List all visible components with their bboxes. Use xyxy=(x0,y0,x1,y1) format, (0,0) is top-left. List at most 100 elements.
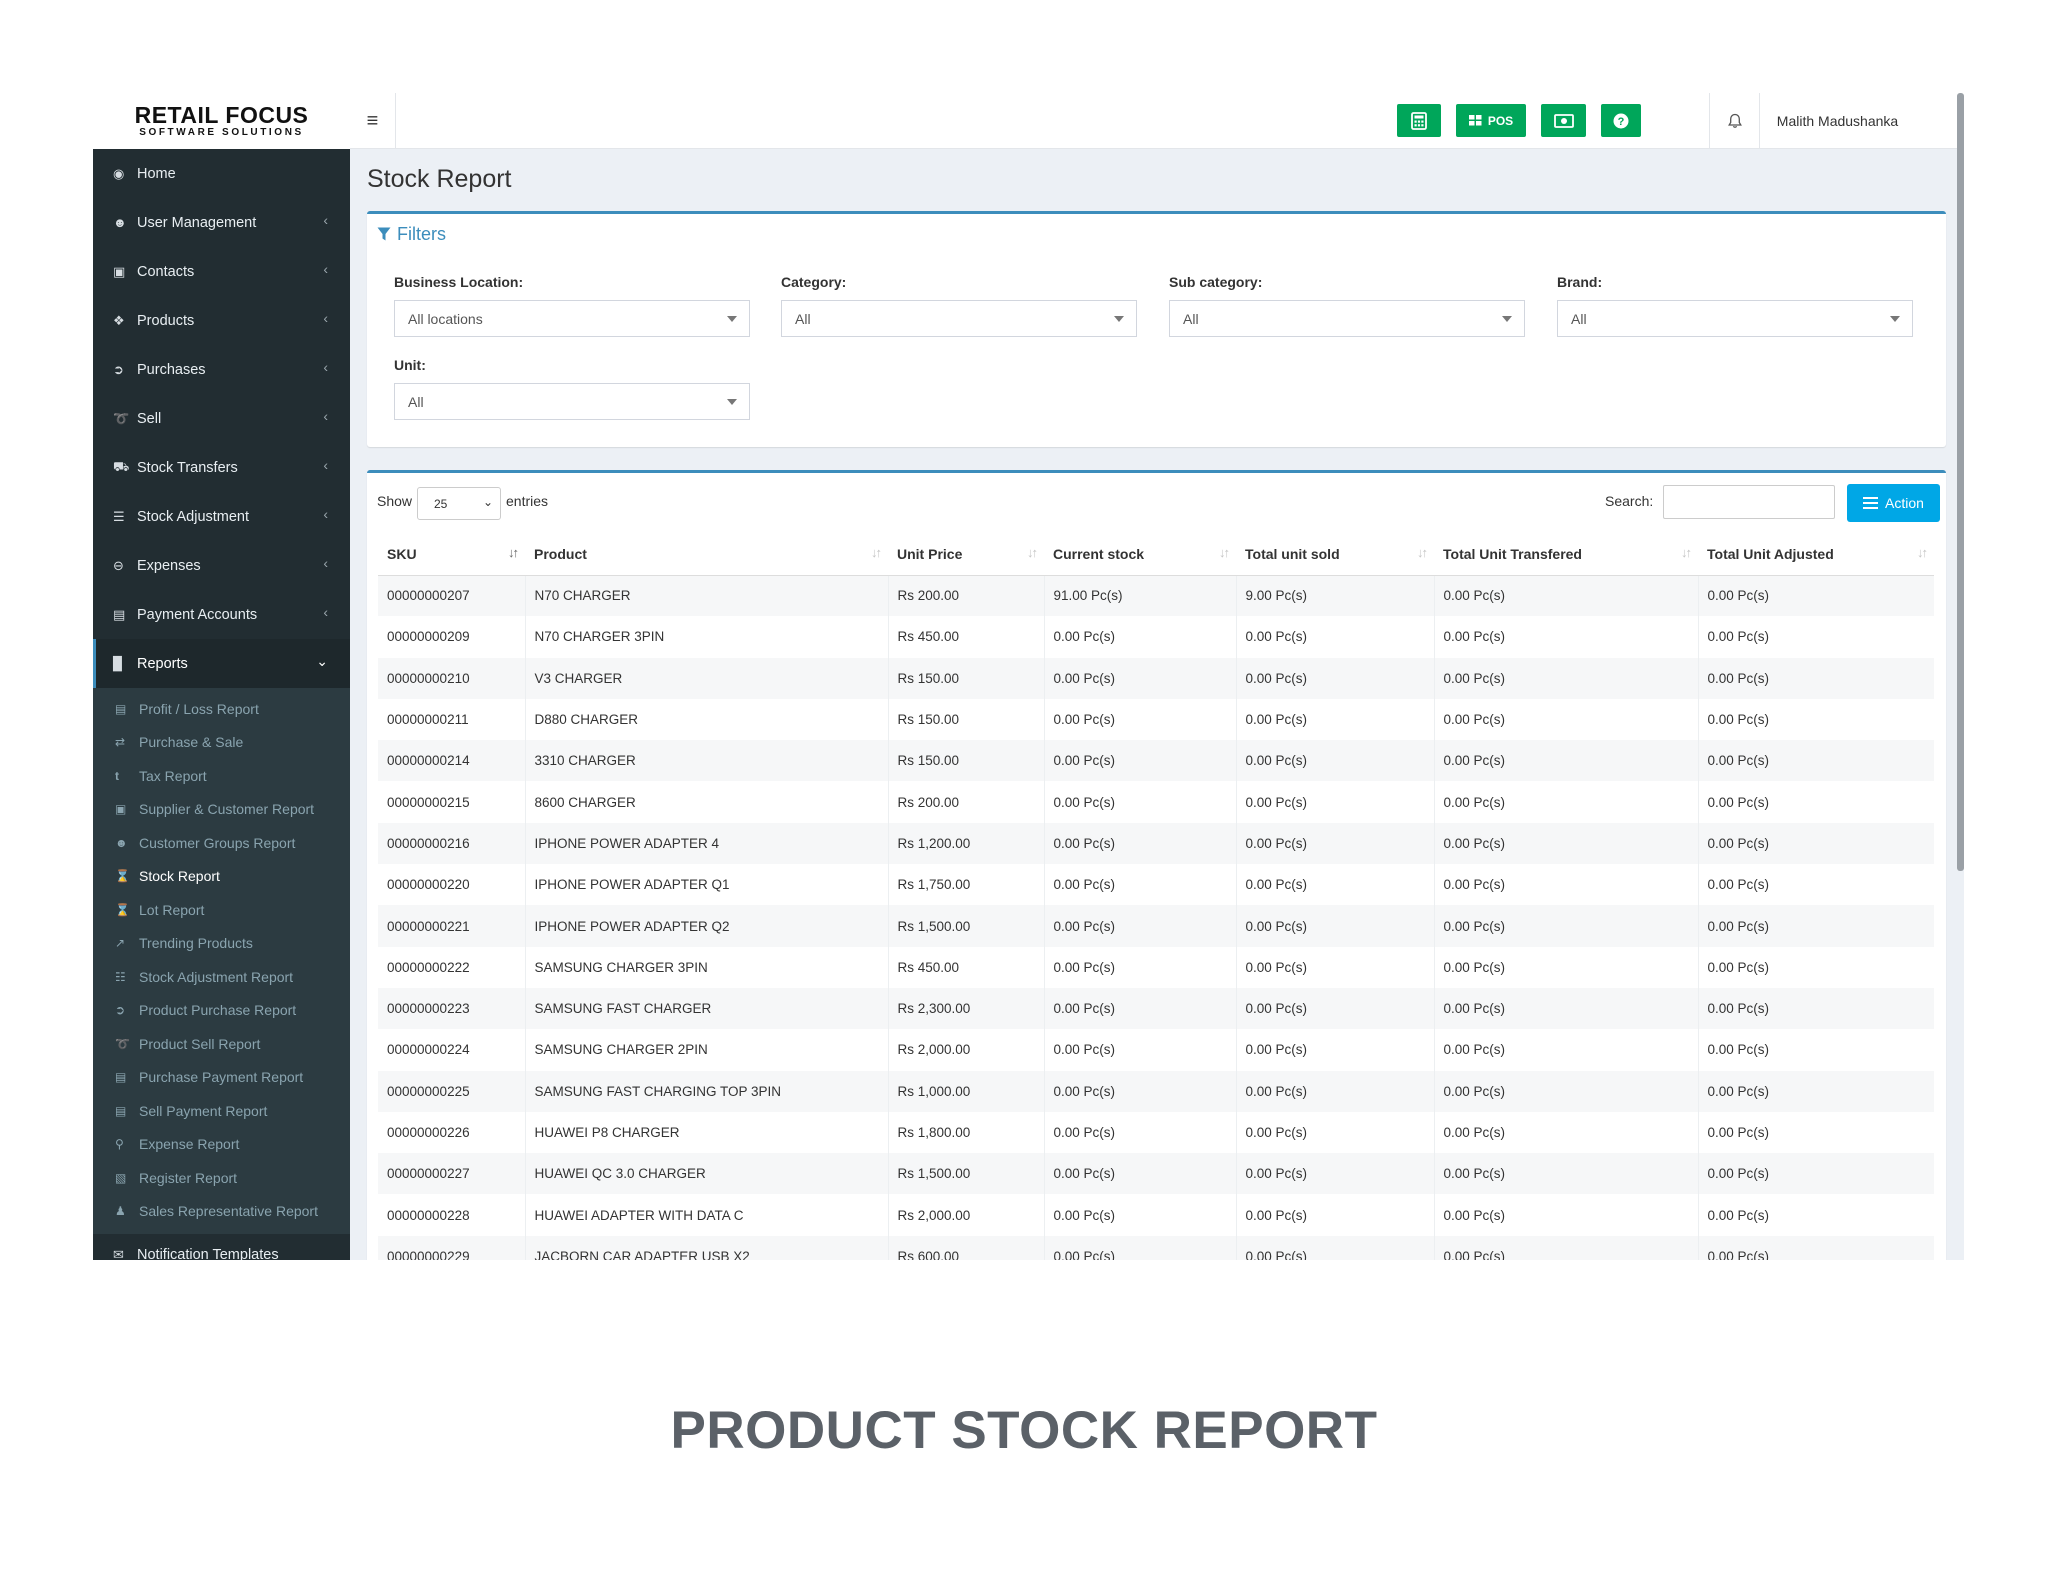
sidebar-subitem-stock-report[interactable]: ⌛ Stock Report xyxy=(93,860,350,894)
sidebar-item-sell[interactable]: ➰ Sell ‹ xyxy=(93,394,350,443)
search-minus-icon: ⚲ xyxy=(115,1137,124,1152)
sidebar-item-purchases[interactable]: ➲ Purchases ‹ xyxy=(93,345,350,394)
sidebar-item-label: Stock Adjustment xyxy=(137,508,250,525)
calculator-button[interactable] xyxy=(1397,104,1441,137)
pos-button[interactable]: POS xyxy=(1456,104,1526,137)
page-scrollbar[interactable] xyxy=(1957,93,1964,871)
cash-register-button[interactable] xyxy=(1541,104,1586,137)
sidebar-subitem-product-sell-report[interactable]: ➰ Product Sell Report xyxy=(93,1027,350,1061)
address-book-icon: ▣ xyxy=(115,802,127,817)
caret-down-icon xyxy=(727,399,737,405)
sidebar-item-label: User Management xyxy=(137,214,257,231)
table-row: 00000000216 IPHONE POWER ADAPTER 4 Rs 1,20… xyxy=(378,822,1934,865)
table-cell: 0.00 Pc(s) xyxy=(1697,1070,1934,1112)
sidebar-item-user-management[interactable]: ☻ User Management ‹ xyxy=(93,198,350,247)
category-select[interactable]: All xyxy=(781,300,1137,337)
page-title: Stock Report xyxy=(367,165,512,193)
table-cell: HUAWEI P8 CHARGER xyxy=(524,1111,888,1154)
sidebar-item-stock-transfers[interactable]: ⛟ Stock Transfers ‹ xyxy=(93,443,350,492)
table-cell: 0.00 Pc(s) xyxy=(1235,946,1434,988)
column-header-total-unit-adjusted[interactable]: Total Unit Adjusted ↓↑ xyxy=(1698,533,1934,576)
column-header-current-stock[interactable]: Current stock ↓↑ xyxy=(1044,533,1236,576)
table-cell: 0.00 Pc(s) xyxy=(1043,1194,1236,1236)
minus-circle-icon: ⊖ xyxy=(113,557,124,573)
sidebar-subitem-lot-report[interactable]: ⌛ Lot Report xyxy=(93,893,350,927)
table-cell: 00000000226 xyxy=(387,1125,470,1140)
sidebar-subitem-register-report[interactable]: ▧ Register Report xyxy=(93,1161,350,1195)
sidebar-subitem-supplier-customer-report[interactable]: ▣ Supplier & Customer Report xyxy=(93,793,350,827)
sidebar-item-stock-adjustment[interactable]: ☰ Stock Adjustment ‹ xyxy=(93,492,350,541)
sidebar-item-contacts[interactable]: ▣ Contacts ‹ xyxy=(93,247,350,296)
help-button[interactable]: ? xyxy=(1601,104,1641,137)
table-cell: 0.00 Pc(s) xyxy=(1043,1153,1236,1195)
table-cell: Rs 1,200.00 xyxy=(887,822,1044,865)
entries-label: entries xyxy=(506,493,549,509)
table-cell: 0.00 Pc(s) xyxy=(1433,781,1698,823)
page-size-select[interactable]: 25 ⌄ xyxy=(417,487,501,520)
table-cell: HUAWEI ADAPTER WITH DATA C xyxy=(524,1194,888,1236)
table-cell: D880 CHARGER xyxy=(524,698,888,741)
sidebar-item-payment-accounts[interactable]: ▤ Payment Accounts ‹ xyxy=(93,590,350,639)
sidebar-subitem-expense-report[interactable]: ⚲ Expense Report xyxy=(93,1128,350,1162)
table-cell: 0.00 Pc(s) xyxy=(1235,822,1434,865)
sidebar-subitem-sell-payment-report[interactable]: ▤ Sell Payment Report xyxy=(93,1094,350,1128)
column-header-total-unit-transfered[interactable]: Total Unit Transfered ↓↑ xyxy=(1434,533,1698,576)
column-header-product[interactable]: Product ↓↑ xyxy=(525,533,888,576)
brand-logo[interactable]: RETAIL FOCUS SOFTWARE SOLUTIONS xyxy=(93,93,350,149)
stock-report-table: SKU ↓↑ Product ↓↑ Unit Price ↓↑ Current sto… xyxy=(378,533,1934,1260)
table-cell: 0.00 Pc(s) xyxy=(1433,1029,1698,1071)
line-chart-icon: ↗ xyxy=(115,936,126,951)
brand-value: All xyxy=(1571,310,1587,327)
unit-value: All xyxy=(408,393,424,410)
column-header-unit-price[interactable]: Unit Price ↓↑ xyxy=(888,533,1044,576)
sidebar-item-home[interactable]: ◉ Home xyxy=(93,149,350,198)
address-book-icon: ▣ xyxy=(113,263,126,279)
sidebar-subitem-customer-groups-report[interactable]: ☻ Customer Groups Report xyxy=(93,826,350,860)
sidebar-subitem-stock-adjustment-report[interactable]: ☷ Stock Adjustment Report xyxy=(93,960,350,994)
business-location-value: All locations xyxy=(408,310,483,327)
table-cell: Rs 150.00 xyxy=(887,657,1044,699)
table-cell: 00000000224 xyxy=(387,1042,470,1058)
sidebar-subitem-label: Trending Products xyxy=(139,935,253,952)
chevron-left-icon: ‹ xyxy=(323,359,328,375)
hamburger-icon[interactable]: ≡ xyxy=(350,93,396,149)
sidebar-item-products[interactable]: ❖ Products ‹ xyxy=(93,296,350,345)
sidebar-subitem-profit-loss-report[interactable]: ▤ Profit / Loss Report xyxy=(93,692,350,726)
sidebar-subitem-tax-report[interactable]: t Tax Report xyxy=(93,759,350,793)
chevron-down-icon: ⌄ xyxy=(316,653,328,669)
notifications-button[interactable] xyxy=(1709,93,1759,149)
sidebar-item-notification-templates[interactable]: ✉ Notification Templates xyxy=(93,1234,350,1260)
sort-asc-icon: ↓↑ xyxy=(508,545,519,560)
table-cell: 0.00 Pc(s) xyxy=(1697,987,1934,1030)
sub-category-select[interactable]: All xyxy=(1169,300,1525,337)
category-label: Category: xyxy=(781,274,847,290)
search-input[interactable] xyxy=(1663,485,1835,519)
sidebar-subitem-trending-products[interactable]: ↗ Trending Products xyxy=(93,927,350,961)
sidebar-subitem-purchase-sale[interactable]: ⇄ Purchase & Sale xyxy=(93,726,350,760)
table-cell: Rs 200.00 xyxy=(887,781,1044,823)
table-cell: 0.00 Pc(s) xyxy=(1697,698,1934,741)
brand-select[interactable]: All xyxy=(1557,300,1913,337)
action-button[interactable]: Action xyxy=(1847,484,1940,522)
column-header-total-unit-sold[interactable]: Total unit sold ↓↑ xyxy=(1236,533,1434,576)
table-cell: 0.00 Pc(s) xyxy=(1235,781,1434,823)
business-location-select[interactable]: All locations xyxy=(394,300,750,337)
sidebar-subitem-label: Sales Representative Report xyxy=(139,1203,318,1220)
sidebar-subitem-product-purchase-report[interactable]: ➲ Product Purchase Report xyxy=(93,994,350,1028)
user-menu[interactable]: Malith Madushanka xyxy=(1759,93,1915,149)
sidebar-item-expenses[interactable]: ⊖ Expenses ‹ xyxy=(93,541,350,590)
table-cell: Rs 450.00 xyxy=(887,946,1044,988)
table-cell: 00000000216 xyxy=(387,835,470,851)
column-header-sku[interactable]: SKU ↓↑ xyxy=(378,533,525,576)
chevron-left-icon: ‹ xyxy=(323,506,328,522)
sidebar-item-reports[interactable]: ▉ Reports ⌄ xyxy=(93,639,350,688)
filters-toggle[interactable]: Filters xyxy=(377,224,446,245)
table-cell: 0.00 Pc(s) xyxy=(1235,905,1434,947)
sidebar-subitem-label: Purchase & Sale xyxy=(139,734,244,751)
sidebar-subitem-sales-representative-report[interactable]: ♟ Sales Representative Report xyxy=(93,1195,350,1229)
sidebar-subitem-purchase-payment-report[interactable]: ▤ Purchase Payment Report xyxy=(93,1061,350,1095)
unit-select[interactable]: All xyxy=(394,383,750,420)
chevron-left-icon: ‹ xyxy=(323,310,328,326)
table-cell: SAMSUNG FAST CHARGING TOP 3PIN xyxy=(524,1070,888,1112)
column-header-label: Total Unit Transfered xyxy=(1443,545,1582,562)
